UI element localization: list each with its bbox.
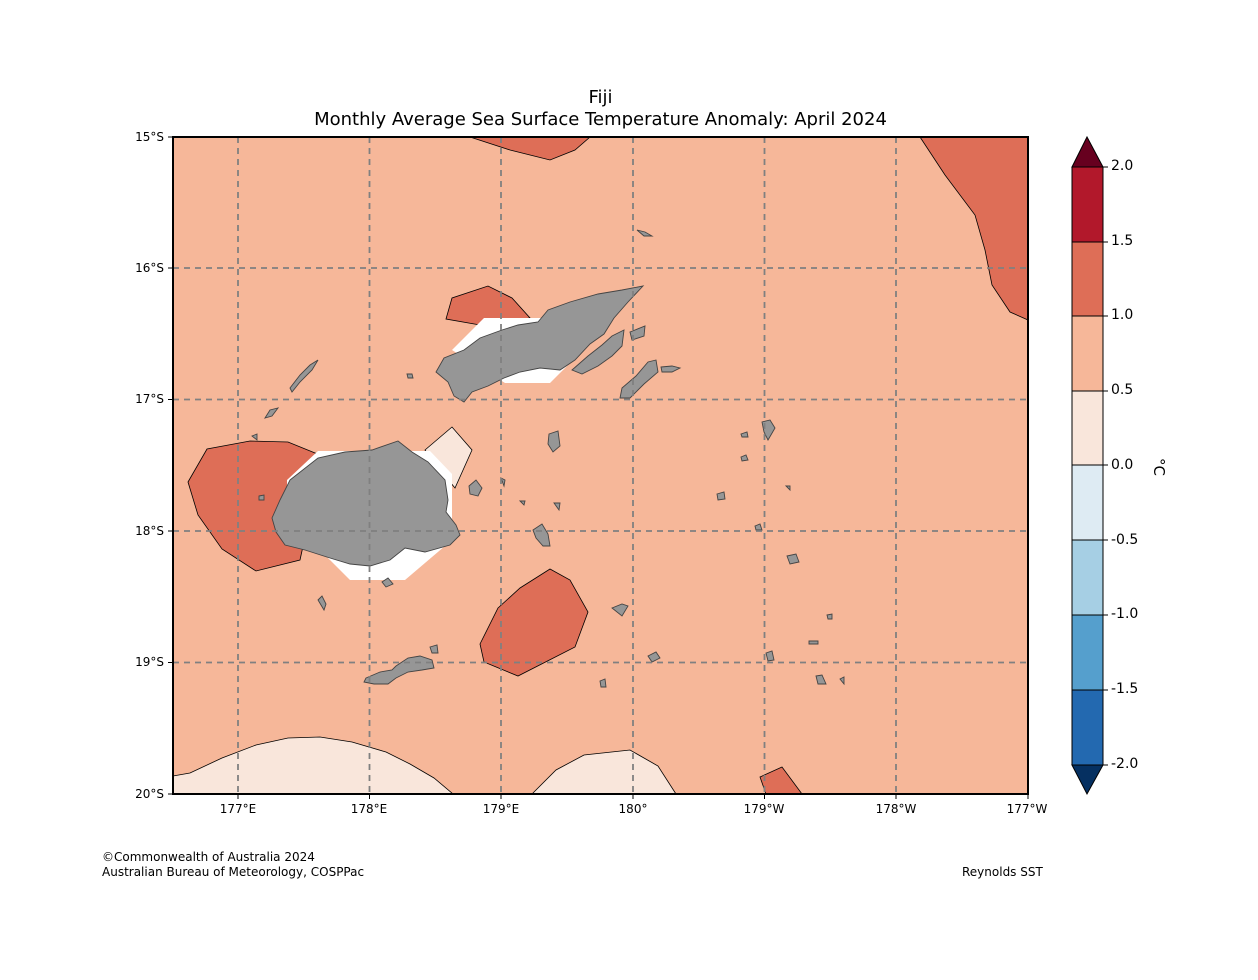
land-mamanuca [263,407,280,419]
lat-label-19s: 19°S [135,655,164,669]
land-small-19 [839,676,845,686]
colorbar-label-neg-1-5: -1.5 [1111,681,1139,697]
lon-label-179e: 179°E [482,802,520,816]
land-small-8 [826,613,833,620]
land-gau [532,523,551,547]
land-vitilevu [271,440,461,567]
colorbar-label-1-5: 1.5 [1111,233,1134,249]
colorbar-label-0-0: 0.0 [1111,457,1134,473]
colorbar-bin-4 [1072,391,1103,465]
agency-text: Australian Bureau of Meteorology, COSPPa… [102,865,365,879]
colorbar-extend-low [1071,764,1104,796]
land-yasawa [289,359,319,393]
lat-label-15s: 15°S [135,130,164,144]
land-small-20 [429,644,439,654]
lon-label-177w: 177°W [1006,802,1048,816]
colorbar-bin-5 [1072,465,1103,540]
land-small-3 [716,491,726,501]
lat-label-17s: 17°S [135,392,164,406]
colorbar-label-1-0: 1.0 [1111,307,1134,323]
colorbar-bin-7 [1072,615,1103,690]
land-small-5 [754,523,763,531]
colorbar-bin-2 [1072,242,1103,316]
lon-label-178e: 178°E [350,802,388,816]
land-small-18 [808,640,819,645]
lat-label-20s: 20°S [135,787,164,801]
land-moala [611,603,629,617]
colorbar-unit: °C [1149,458,1168,476]
neutral-anomaly-regions [172,426,677,795]
land [251,229,845,688]
land-small-14 [500,477,506,488]
land-small-4 [786,553,800,565]
land-beqa [381,577,394,588]
colorbar-bin-3 [1072,316,1103,391]
land-small-1 [740,431,749,438]
land-small-13 [258,494,265,501]
land-small-15 [518,500,526,506]
land-totoya [647,651,661,663]
land-small-7 [815,674,827,685]
land-koro [547,430,561,453]
land-small-2 [740,454,749,462]
source-text: Reynolds SST [962,865,1043,879]
land-small-17 [784,485,791,492]
lon-label-180: 180° [618,802,648,816]
land-lakeba-group [619,359,659,399]
colorbar-bin-6 [1072,540,1103,615]
colorbar-label-neg-0-5: -0.5 [1111,532,1139,548]
map-subtitle: Monthly Average Sea Surface Temperature … [314,109,887,130]
land-vanualevu [435,285,645,403]
lon-label-177e: 177°E [219,802,257,816]
colorbar-label-neg-2-0: -2.0 [1111,756,1139,772]
colorbar [1071,135,1108,796]
land-small-12 [251,433,258,441]
land-taveuni [571,329,625,375]
map-frame [172,136,1029,795]
land-vatulele [317,595,327,612]
land-small-16 [553,502,561,512]
map-title: Fiji [588,87,613,108]
colorbar-bin-8 [1072,690,1103,765]
lon-label-179w: 179°W [743,802,785,816]
copyright-text: ©Commonwealth of Australia 2024 [102,850,315,864]
colorbar-label-0-5: 0.5 [1111,382,1134,398]
land-cikobia [636,229,654,237]
land-small-9 [599,678,607,688]
lat-label-16s: 16°S [135,261,164,275]
colorbar-extend-high [1071,135,1104,168]
land-small-10 [660,365,682,373]
colorbar-bin-1 [1072,167,1103,242]
lon-label-178w: 178°W [875,802,917,816]
land-ovalau [468,479,483,497]
lat-label-18s: 18°S [135,524,164,538]
land-small-11 [406,373,414,379]
colorbar-label-2-0: 2.0 [1111,158,1134,174]
colorbar-label-neg-1-0: -1.0 [1111,606,1139,622]
land-small-6 [765,650,775,662]
